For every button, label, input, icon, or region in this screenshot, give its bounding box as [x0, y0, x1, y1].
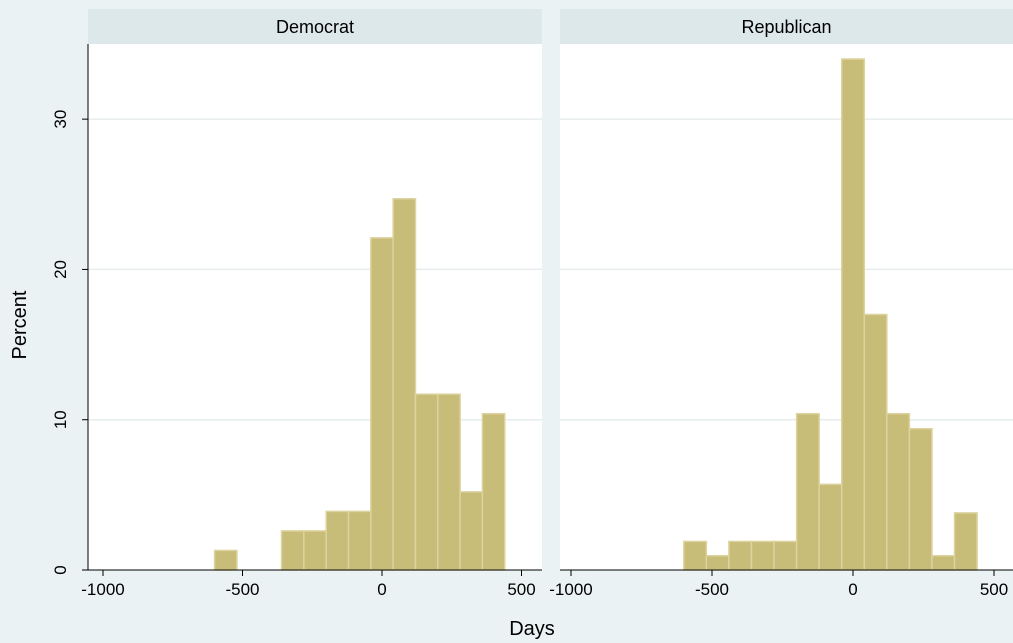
x-tick-label: 0: [377, 580, 386, 599]
histogram-bar: [481, 412, 506, 571]
panel-title: Democrat: [276, 17, 354, 37]
plot-area: [560, 44, 1013, 570]
histogram-bar: [459, 491, 484, 571]
histogram-bar: [437, 393, 461, 571]
histogram-bar: [863, 313, 888, 571]
histogram-bar: [325, 510, 350, 571]
histogram-bar: [683, 540, 708, 571]
y-tick-label: 0: [51, 565, 70, 574]
x-tick-label: -500: [225, 580, 259, 599]
x-tick-label: 500: [507, 580, 535, 599]
panel-title: Republican: [741, 17, 831, 37]
histogram-bar: [953, 512, 978, 571]
panels-layer: Democrat -1000 -500 0 500 Republican -1000 -500…: [81, 9, 1013, 599]
x-tick-label: 0: [848, 580, 857, 599]
histogram-bar: [728, 540, 753, 571]
x-tick-label: -1000: [81, 580, 124, 599]
panel-0: Democrat -1000 -500 0 500: [81, 9, 542, 599]
y-axis-title: Percent: [9, 290, 31, 359]
histogram-bar: [931, 554, 956, 571]
y-tick-label: 20: [51, 260, 70, 279]
histogram-bar: [795, 412, 820, 571]
histogram-bar: [840, 58, 866, 571]
histogram-bar: [347, 510, 372, 571]
histogram-bar: [908, 427, 933, 571]
y-tick-label: 30: [51, 110, 70, 129]
histogram-bar: [705, 554, 730, 571]
histogram-bar: [280, 530, 305, 571]
x-tick-label: -1000: [549, 580, 592, 599]
panel-strip: [560, 9, 1013, 44]
histogram-bar: [750, 540, 775, 571]
histogram-bar: [370, 237, 394, 571]
histogram-bar: [773, 540, 798, 571]
x-tick-label: 500: [980, 580, 1008, 599]
y-tick-label: 10: [51, 410, 70, 429]
panel-1: Republican -1000 -500 0 500: [549, 9, 1013, 599]
histogram-bar: [414, 393, 439, 571]
x-tick-label: -500: [695, 580, 729, 599]
histogram-bar: [213, 549, 238, 571]
x-axis-title: Days: [509, 618, 555, 640]
histogram-bar: [392, 198, 417, 571]
panel-strip: [88, 9, 542, 44]
histogram-bar: [303, 530, 327, 571]
plot-area: [88, 44, 542, 570]
y-axis: 0 10 20 30: [51, 44, 89, 575]
histogram-bar: [886, 412, 911, 571]
histogram-bar: [818, 483, 843, 571]
